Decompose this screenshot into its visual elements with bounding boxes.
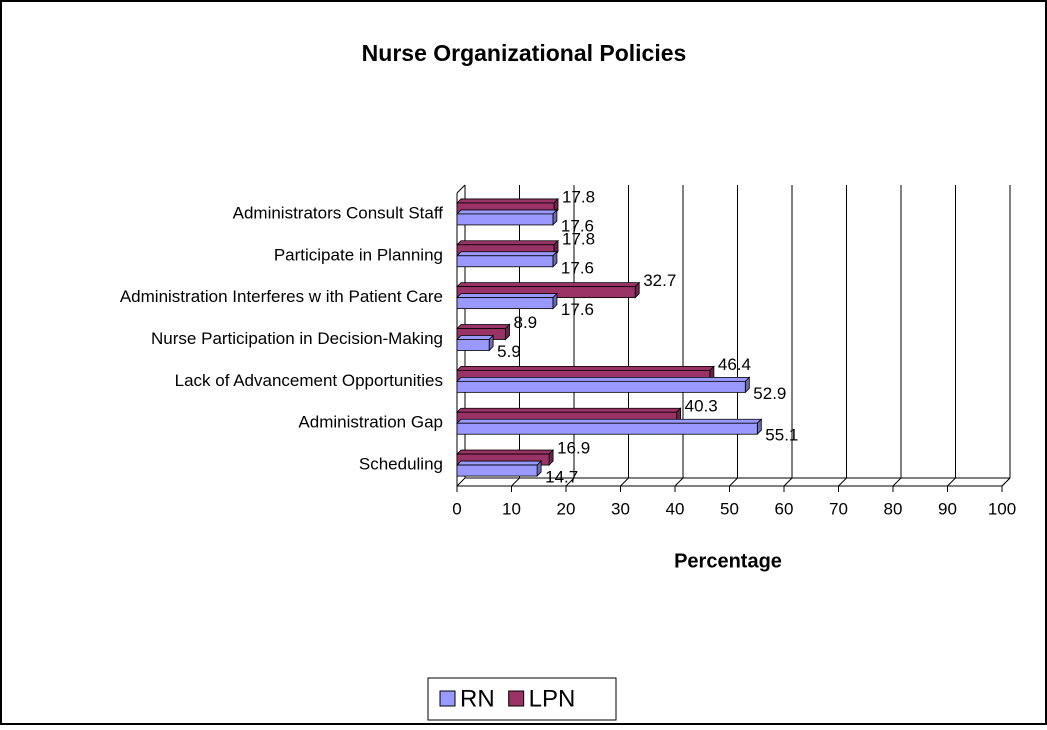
- data-label: 5.9: [497, 342, 521, 361]
- legend-label: RN: [460, 685, 495, 712]
- bar-top: [456, 324, 511, 329]
- y-tick-label: Administrators Consult Staff: [233, 203, 444, 222]
- data-label: 17.6: [561, 258, 594, 277]
- bar: [456, 213, 554, 226]
- data-label: 14.7: [545, 468, 578, 487]
- x-tick-label: 40: [666, 499, 685, 518]
- data-label: 17.6: [561, 216, 594, 235]
- x-tick-label: 70: [829, 499, 848, 518]
- grid-line: [838, 477, 847, 487]
- data-label: 17.8: [562, 229, 595, 248]
- side-wall: [456, 184, 466, 194]
- bar: [456, 297, 554, 310]
- data-label: 46.4: [718, 355, 751, 374]
- data-label: 17.6: [561, 300, 594, 319]
- data-label: 8.9: [514, 313, 538, 332]
- grid-line: [892, 477, 902, 487]
- legend-swatch: [508, 690, 525, 707]
- bar: [456, 255, 554, 268]
- grid-line: [511, 477, 520, 487]
- bar-top: [456, 376, 751, 382]
- grid-line: [947, 477, 956, 487]
- bar-top: [456, 198, 559, 204]
- bar-top: [456, 335, 495, 340]
- data-label: 32.7: [643, 271, 676, 290]
- bar-top: [456, 282, 641, 288]
- bar-top: [456, 407, 682, 413]
- bar: [456, 464, 538, 477]
- x-tick-label: 0: [452, 499, 461, 518]
- grid-line: [729, 477, 738, 487]
- bar-top: [456, 365, 715, 371]
- x-tick-label: 50: [720, 499, 739, 518]
- x-tick-label: 30: [611, 499, 630, 518]
- y-tick-label: Lack of Advancement Opportunities: [175, 371, 443, 390]
- y-tick-label: Nurse Participation in Decision-Making: [151, 329, 443, 348]
- y-tick-label: Participate in Planning: [274, 245, 443, 264]
- bar: [456, 339, 490, 351]
- bar-top: [456, 460, 543, 466]
- legend-swatch: [439, 690, 456, 707]
- grid-line: [456, 477, 466, 487]
- x-tick-label: 60: [775, 499, 794, 518]
- data-label: 52.9: [753, 384, 786, 403]
- bar: [456, 380, 746, 393]
- bar-top: [456, 418, 763, 424]
- grid-line: [1001, 477, 1011, 487]
- bar-top: [456, 240, 559, 246]
- grid-line: [783, 477, 793, 487]
- grid-line: [674, 477, 684, 487]
- bar-top: [456, 293, 558, 299]
- y-tick-label: Administration Gap: [298, 413, 443, 432]
- x-tick-label: 10: [502, 499, 521, 518]
- chart-title: Nurse Organizational Policies: [362, 40, 687, 66]
- x-tick-label: 80: [884, 499, 903, 518]
- legend-label: LPN: [529, 685, 576, 712]
- data-label: 17.8: [562, 187, 595, 206]
- back-wall: [457, 185, 1010, 486]
- x-axis-title: Percentage: [674, 550, 782, 572]
- y-tick-label: Administration Interferes w ith Patient …: [120, 287, 443, 306]
- y-tick-label: Scheduling: [359, 455, 443, 474]
- x-tick-label: 90: [938, 499, 957, 518]
- data-label: 40.3: [685, 397, 718, 416]
- bar: [456, 422, 758, 435]
- bar-top: [456, 209, 558, 215]
- data-label: 55.1: [765, 426, 798, 445]
- x-tick-label: 20: [557, 499, 576, 518]
- grid-line: [565, 477, 575, 487]
- bar-top: [456, 449, 555, 455]
- x-tick-label: 100: [988, 499, 1016, 518]
- bar-top: [456, 251, 558, 257]
- data-label: 16.9: [557, 439, 590, 458]
- grid-line: [620, 477, 629, 487]
